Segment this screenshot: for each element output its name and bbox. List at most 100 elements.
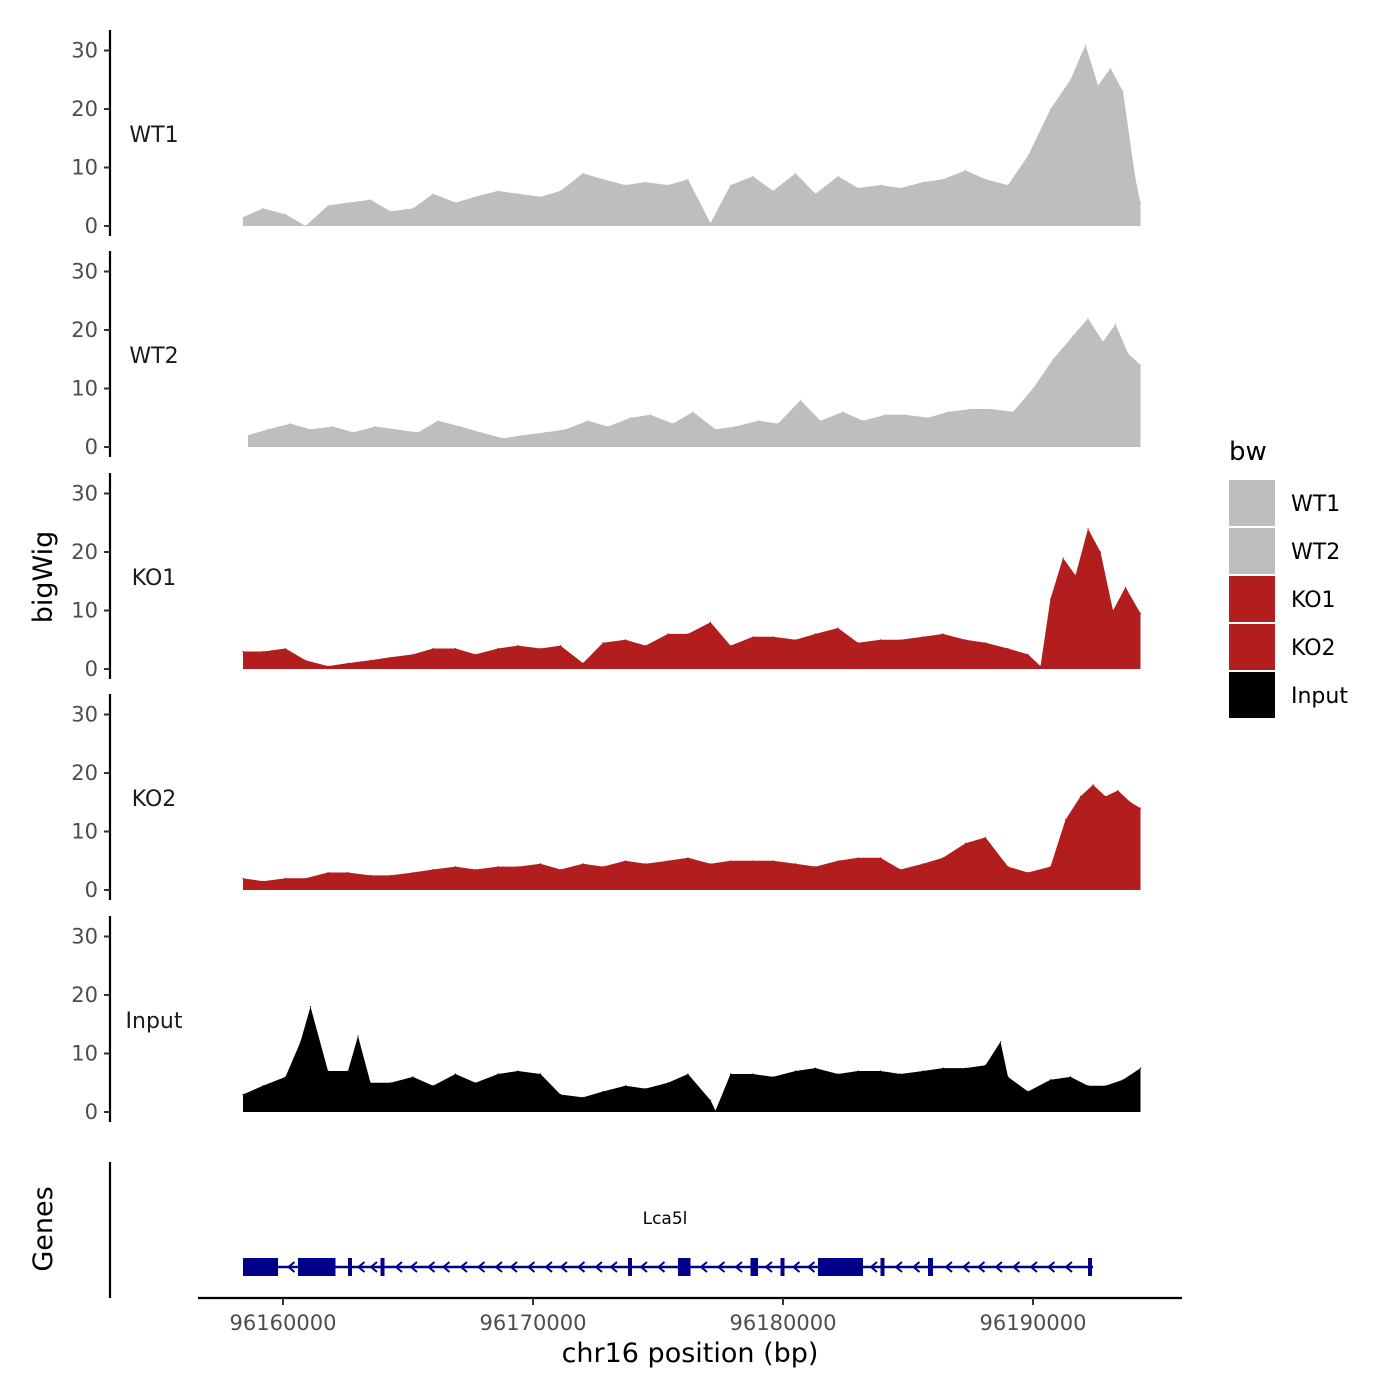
point-ko1-43	[1099, 551, 1102, 553]
point-ko2-40	[1079, 795, 1082, 798]
point-input-41	[1027, 1090, 1029, 1093]
point-ko1-20	[667, 633, 669, 635]
point-ko2-9	[432, 868, 434, 871]
point-ko1-0	[242, 650, 244, 653]
exon-3	[380, 1258, 385, 1276]
point-ko2-5	[347, 871, 349, 874]
point-ko2-39	[1064, 819, 1067, 821]
point-wt1-39	[1069, 79, 1072, 81]
track-input: 0 10 20 30 Input	[71, 916, 1142, 1124]
point-wt1-1	[262, 207, 264, 209]
point-ko2-43	[1117, 789, 1119, 792]
track-ko2: 0 10 20 30 KO2	[71, 694, 1142, 902]
y-tick-label: 10	[71, 599, 98, 623]
strand-arrow-8	[476, 1261, 486, 1273]
point-ko1-26	[794, 639, 797, 641]
point-wt2-43	[1127, 352, 1129, 354]
point-input-24	[709, 1099, 712, 1101]
track-wt2: 0 10 20 30 WT2	[71, 251, 1142, 459]
strand-arrow-24	[806, 1261, 816, 1273]
strand-arrow-16	[609, 1261, 618, 1273]
point-wt1-34	[964, 169, 967, 171]
y-axis-title: bigWig	[28, 531, 59, 624]
point-wt2-36	[1012, 411, 1014, 413]
point-ko1-45	[1124, 586, 1127, 588]
area-ko1	[243, 528, 1141, 669]
point-ko1-4	[327, 665, 329, 667]
point-ko2-20	[667, 860, 669, 862]
point-wt1-29	[857, 187, 859, 189]
point-wt2-14	[544, 431, 547, 433]
point-input-6	[347, 1070, 349, 1072]
point-wt1-31	[899, 187, 902, 189]
point-ko2-0	[242, 877, 244, 879]
point-wt2-42	[1114, 323, 1117, 325]
point-input-10	[412, 1076, 414, 1078]
point-wt1-12	[497, 190, 499, 192]
y-tick-label: 10	[71, 820, 98, 844]
point-ko2-7	[389, 874, 392, 877]
strand-arrow-23	[791, 1261, 801, 1273]
point-ko1-32	[922, 636, 924, 638]
point-input-33	[879, 1070, 882, 1072]
point-wt1-15	[559, 190, 562, 192]
track-wt1: 0 10 20 30 WT1	[71, 30, 1142, 238]
point-wt2-27	[819, 420, 822, 422]
point-wt2-20	[672, 423, 674, 425]
point-input-11	[432, 1085, 434, 1087]
strand-arrow-35	[1064, 1261, 1073, 1273]
point-wt2-7	[394, 428, 397, 430]
point-ko1-30	[879, 639, 882, 641]
point-ko1-44	[1112, 609, 1114, 612]
point-input-26	[729, 1073, 732, 1075]
point-ko2-30	[879, 857, 882, 859]
point-wt1-21	[687, 178, 689, 180]
y-tick-label: 30	[71, 39, 98, 63]
point-ko2-34	[964, 842, 967, 844]
point-wt1-37	[1027, 155, 1029, 157]
point-ko2-33	[942, 857, 944, 859]
point-wt1-35	[984, 178, 987, 180]
x-tick-label: 96160000	[230, 1311, 337, 1335]
point-input-31	[837, 1073, 839, 1075]
y-tick-label: 10	[71, 377, 98, 401]
area-wt2	[248, 318, 1141, 447]
point-ko1-40	[1062, 557, 1064, 559]
exon-6	[750, 1258, 758, 1276]
legend-key-input	[1229, 672, 1275, 718]
point-ko1-24	[752, 636, 754, 638]
point-ko1-27	[814, 633, 817, 635]
point-input-39	[999, 1041, 1002, 1043]
point-ko1-15	[559, 645, 562, 647]
point-wt2-4	[332, 425, 334, 428]
exon-9	[880, 1258, 885, 1276]
point-input-9	[389, 1082, 392, 1084]
point-ko2-25	[772, 860, 774, 862]
strand-arrow-27	[911, 1261, 921, 1273]
point-input-16	[539, 1073, 542, 1075]
point-ko1-34	[964, 639, 967, 641]
point-wt2-44	[1139, 364, 1142, 366]
gene-track: Lca5l	[108, 1162, 1093, 1298]
x-tick-label: 96190000	[980, 1311, 1087, 1335]
y-tick-label: 0	[85, 214, 98, 238]
point-input-34	[899, 1073, 902, 1075]
point-ko1-2	[284, 647, 287, 650]
x-axis: 96160000 96170000 96180000 96190000	[198, 1296, 1182, 1335]
point-wt1-7	[389, 210, 392, 212]
point-ko2-13	[517, 866, 519, 868]
point-wt1-11	[474, 196, 477, 198]
point-input-4	[309, 1006, 312, 1008]
signal-tracks: 0 10 20 30 WT1 0 10 20 30 WT2 0 10 20 30 KO1 0 10 20 30 KO2…	[71, 30, 1142, 1124]
point-ko2-26	[794, 863, 797, 865]
point-ko2-8	[412, 871, 414, 874]
point-ko2-17	[602, 866, 604, 868]
point-ko2-42	[1104, 795, 1107, 798]
point-ko2-27	[814, 866, 817, 868]
point-wt2-41	[1102, 341, 1104, 343]
strand-arrow-25	[869, 1261, 878, 1273]
strand-arrow-13	[559, 1261, 568, 1273]
y-tick-label: 30	[71, 925, 98, 949]
point-input-29	[794, 1070, 797, 1072]
